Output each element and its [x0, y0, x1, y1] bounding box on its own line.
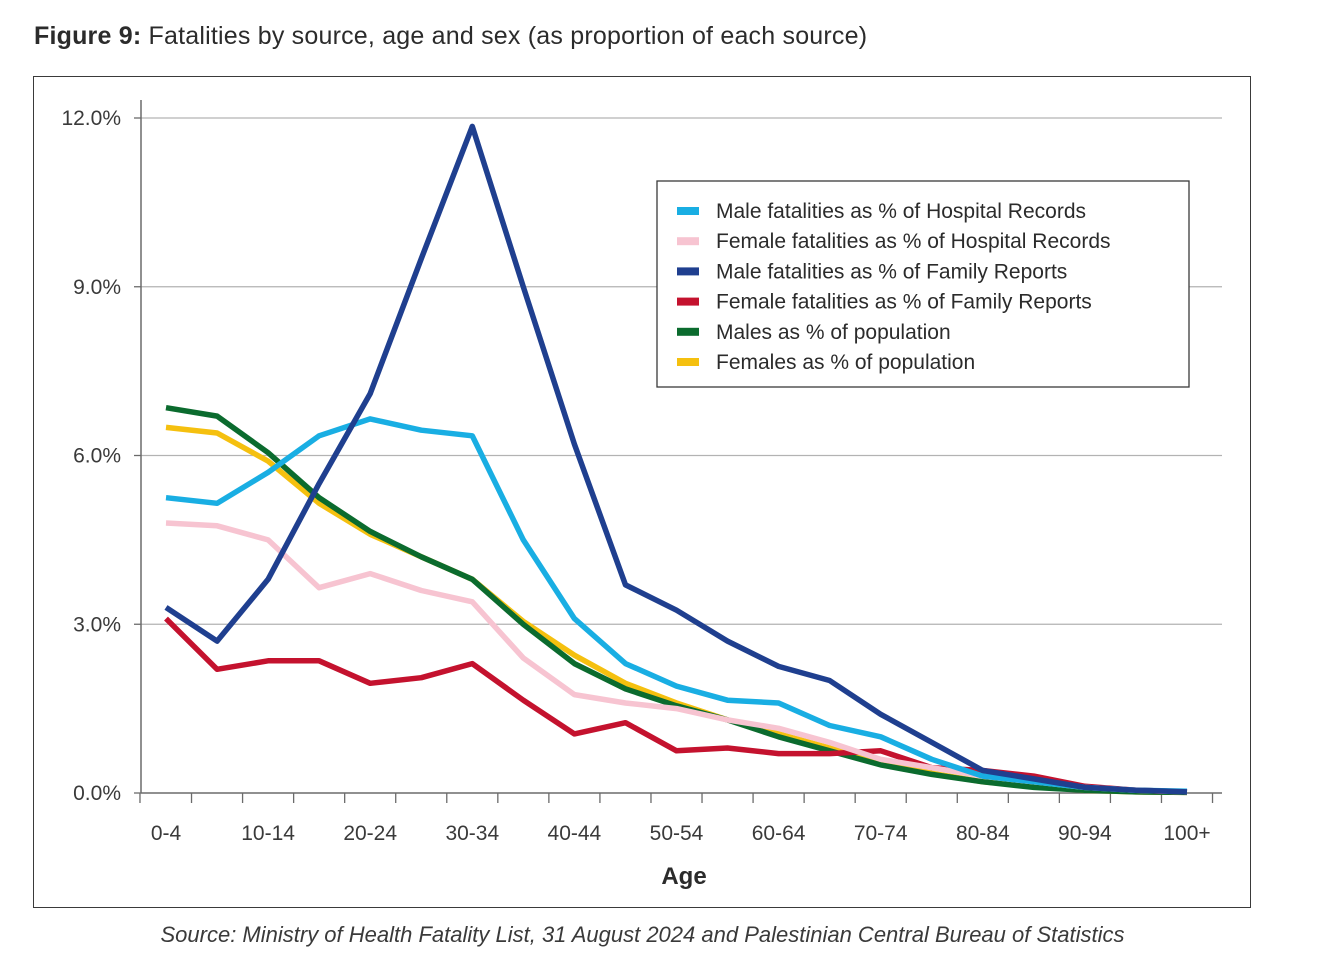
- x-tick-label-50-54: 50-54: [650, 822, 704, 845]
- chart-frame: [33, 76, 1251, 908]
- series-line-0: [165, 416, 1188, 795]
- legend-label-2: Male fatalities as % of Family Reports: [716, 260, 1067, 283]
- legend-label-3: Female fatalities as % of Family Reports: [716, 291, 1092, 314]
- legend-box: [656, 180, 1190, 388]
- figure-title: Figure 9: Fatalities by source, age and …: [34, 22, 867, 51]
- legend-label-5: Females as % of population: [716, 351, 975, 374]
- y-tick-label-2: 6.0%: [73, 445, 121, 468]
- legend-swatch-0: [677, 207, 699, 215]
- x-tick-label-100+: 100+: [1163, 822, 1210, 845]
- y-tick-label-1: 3.0%: [73, 613, 121, 636]
- legend-swatch-5: [677, 358, 699, 366]
- x-tick-label-90-94: 90-94: [1058, 822, 1112, 845]
- legend-label-0: Male fatalities as % of Hospital Records: [716, 200, 1086, 223]
- x-tick-label-30-34: 30-34: [445, 822, 499, 845]
- legend-swatch-4: [677, 327, 699, 336]
- figure-title-text: Fatalities by source, age and sex (as pr…: [148, 22, 868, 50]
- x-axis-title: Age: [661, 863, 706, 890]
- legend-swatch-1: [677, 237, 699, 246]
- y-tick-label-0: 0.0%: [73, 782, 121, 805]
- x-tick-label-0-4: 0-4: [151, 822, 182, 845]
- x-tick-label-10-14: 10-14: [241, 822, 295, 845]
- x-tick-label-70-74: 70-74: [854, 822, 908, 845]
- x-tick-label-20-24: 20-24: [343, 822, 397, 845]
- legend-label-1: Female fatalities as % of Hospital Recor…: [716, 230, 1111, 253]
- figure-label: Figure 9:: [34, 22, 142, 50]
- source-note: Source: Ministry of Health Fatality List…: [160, 922, 1125, 947]
- series-line-2: [164, 123, 1188, 795]
- x-tick-label-60-64: 60-64: [752, 822, 806, 845]
- y-tick-label-3: 9.0%: [73, 276, 121, 299]
- legend-label-4: Males as % of population: [716, 321, 951, 344]
- y-tick-label-4: 12.0%: [61, 107, 121, 130]
- x-tick-label-40-44: 40-44: [548, 822, 602, 845]
- legend-swatch-2: [677, 267, 699, 276]
- series-line-4: [165, 404, 1188, 796]
- x-tick-label-80-84: 80-84: [956, 822, 1010, 845]
- legend-swatch-3: [677, 297, 699, 306]
